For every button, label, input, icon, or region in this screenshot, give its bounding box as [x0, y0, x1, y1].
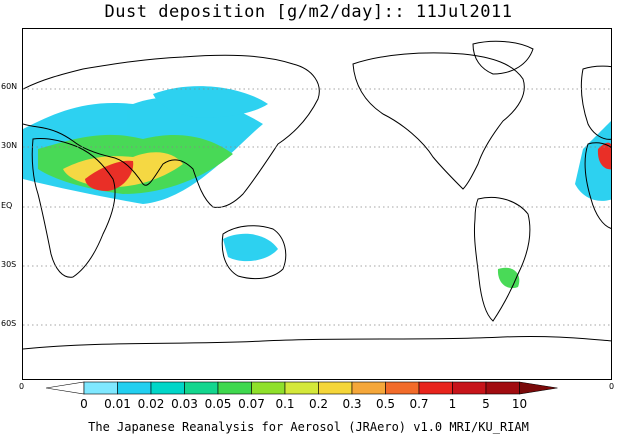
lat-label-30n: 30N [1, 141, 18, 150]
colorbar-box [284, 381, 319, 395]
colorbar-box [452, 381, 487, 395]
colorbar-box [83, 381, 118, 395]
coastline-eurasia [23, 54, 320, 208]
colorbar-box [184, 381, 219, 395]
map-title: Dust deposition [g/m2/day]:: 11Jul2011 [104, 2, 513, 22]
coastline-antarctica [23, 335, 611, 350]
colorbar-box [251, 381, 286, 395]
coastline-greenland [472, 40, 534, 75]
lon-label-left: 0 [19, 382, 25, 391]
coastline-north-america [352, 52, 525, 190]
colorbar-box [485, 381, 520, 395]
colorbar-box [418, 381, 453, 395]
colorbar-tick-label: 0.05 [204, 397, 232, 411]
dust-field-atlantic [575, 121, 611, 201]
colorbar-tick-label: 0.3 [342, 397, 362, 411]
colorbar-tick-label: 1 [448, 397, 457, 411]
colorbar-tick-label: 0.03 [171, 397, 198, 411]
colorbar-box [351, 381, 386, 395]
colorbar-arrow-left [46, 381, 85, 395]
colorbar-tick-label: 0.01 [104, 397, 131, 411]
lon-label-right: 0 [609, 382, 615, 391]
colorbar-tick-label: 0 [80, 397, 88, 411]
colorbar-box [150, 381, 185, 395]
credit-line: The Japanese Reanalysis for Aerosol (JRA… [88, 420, 529, 434]
colorbar-box [385, 381, 420, 395]
colorbar-tick-label: 0.7 [409, 397, 429, 411]
lat-label-60n: 60N [1, 82, 18, 91]
lat-label-60s: 60S [1, 319, 17, 328]
colorbar-arrow-right [519, 381, 558, 395]
colorbar-tick-label: 5 [482, 397, 490, 411]
dust-field-australia [223, 233, 278, 262]
coastline-west-europe [580, 65, 611, 140]
colorbar-tick-label: 0.5 [375, 397, 396, 411]
colorbar-tick-label: 0.2 [308, 397, 329, 411]
colorbar-tick-label: 0.02 [137, 397, 165, 411]
colorbar-box [318, 381, 353, 395]
graticule [23, 88, 611, 326]
lat-label-30s: 30S [1, 260, 17, 269]
coastline-australia [221, 225, 287, 280]
coastline-africa [31, 138, 116, 278]
colorbar-box [217, 381, 252, 395]
map-panel [22, 28, 612, 380]
dust-field-atlantic-core [597, 142, 611, 170]
coastline-south-america [474, 196, 531, 322]
colorbar-tick-label: 10 [511, 397, 528, 411]
colorbar-tick-label: 0.1 [275, 397, 295, 411]
dust-map [23, 40, 611, 350]
colorbar-box [117, 381, 152, 395]
colorbar-tick-label: 0.07 [238, 397, 265, 411]
colorbar [46, 381, 558, 395]
coastline-layer [23, 40, 611, 350]
lat-label-eq: EQ [1, 201, 13, 210]
coastline-west-africa [584, 142, 611, 229]
dust-field-asia [153, 86, 268, 118]
dust-field-layer [23, 86, 611, 289]
dust-field-hotspot [85, 160, 134, 191]
